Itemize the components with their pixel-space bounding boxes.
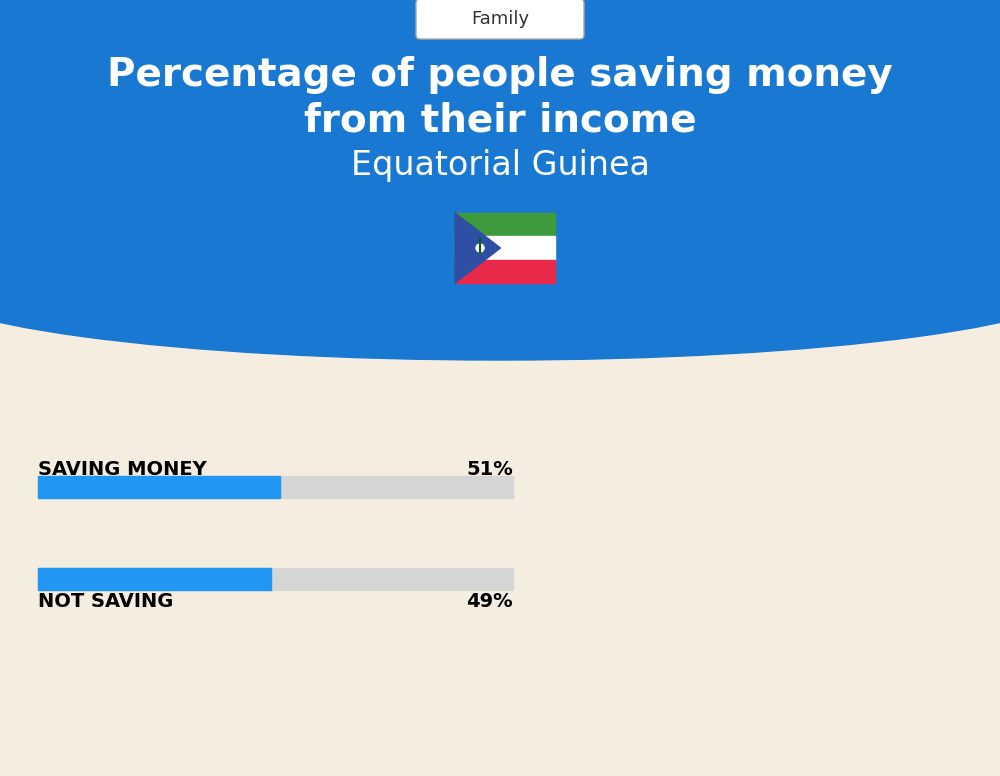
Text: Equatorial Guinea: Equatorial Guinea [351, 148, 649, 182]
Bar [38, 568, 513, 590]
Bar [455, 213, 555, 237]
Text: Percentage of people saving money: Percentage of people saving money [107, 56, 893, 94]
Text: 51%: 51% [466, 460, 513, 479]
Text: Family: Family [471, 10, 529, 28]
Circle shape [476, 244, 484, 252]
Bar [38, 476, 513, 498]
Bar [38, 568, 271, 590]
Text: SAVING MONEY: SAVING MONEY [38, 460, 207, 479]
Bar [455, 260, 555, 283]
Text: NOT SAVING: NOT SAVING [38, 592, 173, 611]
Bar [0, 0, 1000, 280]
Bar [38, 476, 280, 498]
Polygon shape [455, 213, 501, 283]
Bar [455, 237, 555, 260]
Text: from their income: from their income [304, 101, 696, 139]
FancyBboxPatch shape [416, 0, 584, 39]
Ellipse shape [0, 200, 1000, 360]
Text: 49%: 49% [466, 592, 513, 611]
